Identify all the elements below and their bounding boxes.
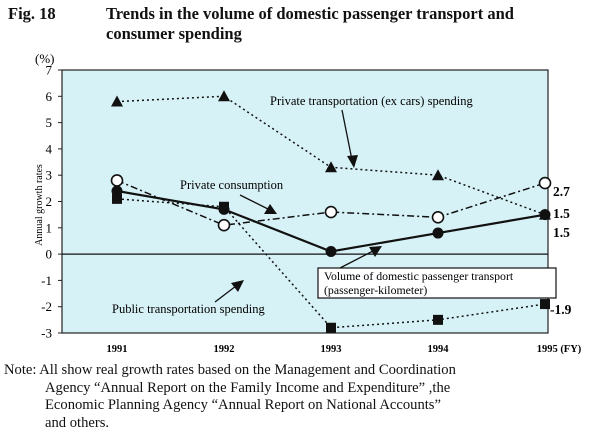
- series-2: [111, 185, 551, 257]
- figure-title-text: Trends in the volume of domestic passeng…: [106, 4, 514, 43]
- open-circle-marker: [538, 176, 552, 190]
- note-line-3: Economic Planning Agency “Annual Report …: [45, 397, 441, 413]
- open-circle-marker: [110, 174, 124, 187]
- x-tick-label: 1993: [321, 344, 342, 355]
- y-unit-label: (%): [35, 51, 55, 66]
- series-line: [116, 198, 546, 329]
- annotation-public-transport: Public transportation spending: [112, 302, 266, 316]
- square-marker: [112, 193, 122, 204]
- triangle-marker: [111, 95, 123, 107]
- triangle-marker: [432, 169, 444, 181]
- note-line-2: Agency “Annual Report on the Family Inco…: [45, 379, 451, 396]
- open-circle-marker: [324, 205, 338, 219]
- series-3: [112, 193, 550, 333]
- annotation-volume-line1: Volume of domestic passenger transport: [324, 269, 514, 283]
- annotation-volume-line2: (passenger-kilometer): [324, 283, 427, 297]
- axis-layer: -3 -2 -1 0 1 2 3 4 5 6 7 1991 1992 1993 1994 1995 (FY): [41, 63, 582, 356]
- y-tick-label: -2: [41, 299, 52, 314]
- y-tick-label: 2: [46, 194, 53, 209]
- square-marker: [326, 322, 336, 333]
- label-layer: (%) Annual growth rates Private transpor…: [34, 51, 572, 317]
- open-circle-marker: [431, 210, 445, 224]
- series-layer: [110, 90, 552, 333]
- arrow-private-consumption: [239, 194, 277, 214]
- y-tick-label: 6: [46, 89, 53, 104]
- end-label-volume: 1.5: [553, 225, 570, 240]
- note-line-4: and others.: [45, 414, 110, 431]
- annotation-arrows: [214, 109, 382, 303]
- series-1: [110, 174, 552, 232]
- annotation-private-consumption: Private consumption: [180, 178, 284, 192]
- triangle-marker: [325, 161, 337, 173]
- figure-number: Fig. 18: [8, 4, 56, 23]
- x-tick-label: 1995 (FY): [537, 344, 582, 355]
- arrow-private-transport: [341, 109, 358, 168]
- square-marker: [433, 314, 443, 325]
- triangle-marker: [218, 90, 230, 102]
- y-tick-label: 5: [46, 115, 53, 130]
- filled-circle-marker: [539, 209, 551, 221]
- annotation-private-transport: Private transportation (ex cars) spendin…: [270, 94, 473, 108]
- square-marker: [219, 201, 229, 212]
- y-tick-label: 0: [46, 247, 53, 262]
- x-tick-label: 1991: [107, 344, 128, 355]
- filled-circle-marker: [432, 227, 444, 239]
- x-tick-label: 1992: [214, 344, 235, 355]
- y-tick-label: 7: [46, 63, 53, 78]
- end-label-public-transport: -1.9: [550, 302, 572, 317]
- arrow-volume: [339, 246, 382, 269]
- y-tick-label: -1: [41, 273, 52, 288]
- y-tick-label: 4: [46, 141, 53, 156]
- y-tick-label: 1: [46, 220, 53, 235]
- note-line-1: Note: All show real growth rates based o…: [4, 362, 456, 378]
- figure-note: Note: All show real growth rates based o…: [4, 362, 589, 432]
- open-circle-marker: [217, 218, 231, 232]
- x-tick-label: 1994: [428, 344, 450, 355]
- volume-annotation-box: [317, 267, 557, 299]
- series-line: [116, 179, 546, 226]
- square-marker: [540, 299, 550, 310]
- y-tick-label: 3: [46, 168, 53, 183]
- end-label-consumption: 2.7: [553, 184, 570, 199]
- y-axis-label: Annual growth rates: [34, 164, 45, 246]
- end-label-private-transport: 1.5: [553, 206, 570, 221]
- figure-title: Fig. 18 Trends in the volume of domestic …: [8, 4, 583, 44]
- filled-circle-marker: [111, 185, 123, 197]
- y-tick-label: -3: [41, 326, 52, 341]
- filled-circle-marker: [325, 245, 337, 257]
- arrow-public-transport: [214, 280, 244, 303]
